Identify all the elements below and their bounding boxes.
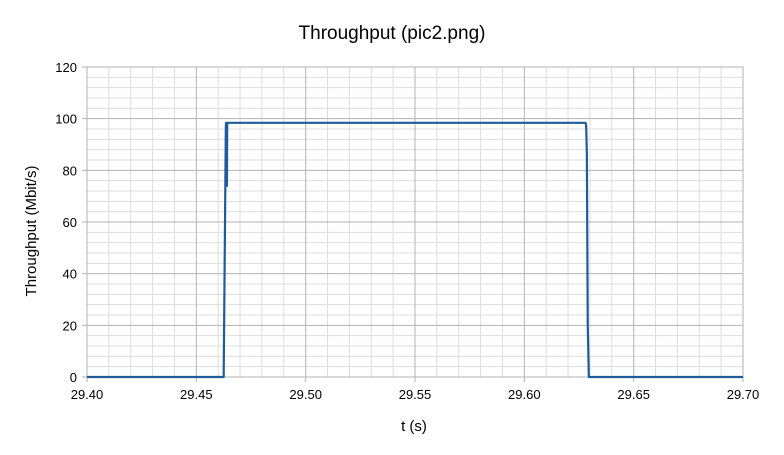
y-axis-title: Throughput (Mbit/s) <box>23 166 40 297</box>
y-tick-label: 100 <box>55 112 77 127</box>
x-tick-labels: 29.40 29.45 29.50 29.55 29.60 29.65 29.70 <box>71 387 760 402</box>
x-tick-label: 29.45 <box>180 387 213 402</box>
series-line <box>87 121 743 379</box>
y-tick-label: 20 <box>63 318 77 333</box>
y-tick-label: 60 <box>63 215 77 230</box>
y-tick-label: 40 <box>63 267 77 282</box>
chart-title: Throughput (pic2.png) <box>299 23 486 44</box>
y-tick-label: 120 <box>55 60 77 75</box>
x-tick-label: 29.70 <box>727 387 760 402</box>
x-tick-label: 29.40 <box>71 387 104 402</box>
series-layer <box>87 121 743 379</box>
x-axis-title: t (s) <box>401 418 427 435</box>
y-tick-labels: 0 20 40 60 80 100 120 <box>55 60 77 385</box>
x-tick-label: 29.50 <box>289 387 322 402</box>
x-tick-label: 29.65 <box>617 387 650 402</box>
x-tick-label: 29.55 <box>399 387 432 402</box>
y-tick-label: 0 <box>70 370 77 385</box>
x-tick-label: 29.60 <box>508 387 541 402</box>
y-tick-label: 80 <box>63 163 77 178</box>
plot-frame <box>86 66 744 378</box>
